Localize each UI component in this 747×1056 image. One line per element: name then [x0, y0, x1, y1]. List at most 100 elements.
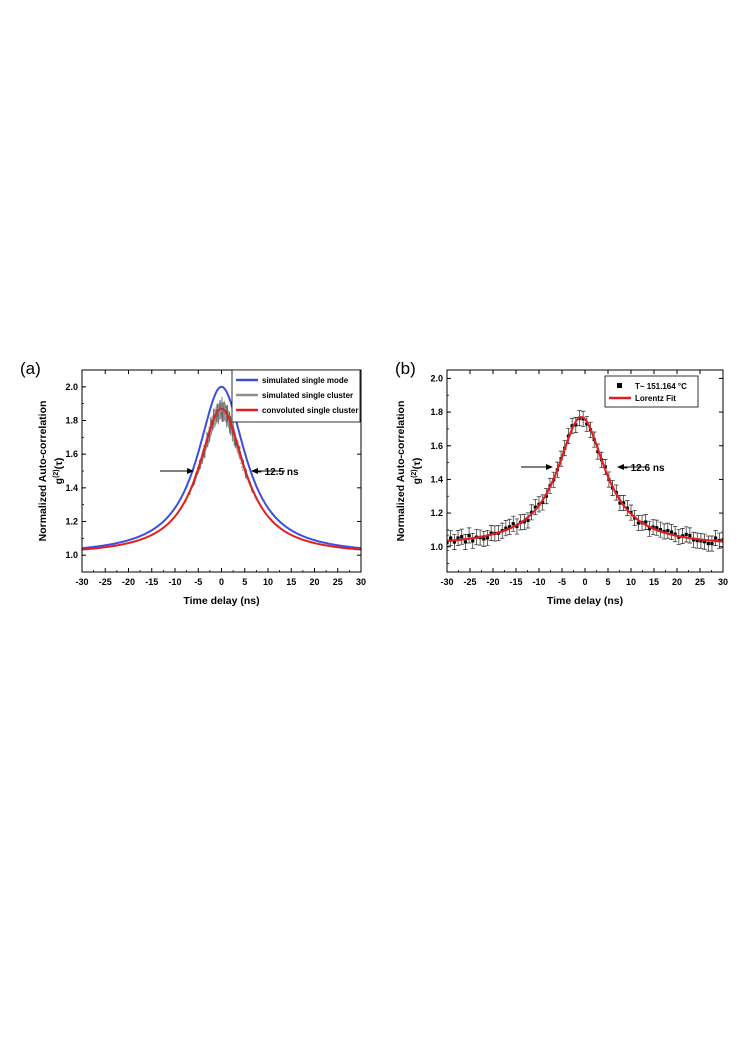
error-bar — [720, 531, 723, 548]
fwhm-arrows — [521, 464, 648, 470]
data-point — [522, 520, 526, 524]
data-point — [710, 541, 714, 546]
x-tick-label: -10 — [532, 577, 545, 587]
panel-label: (a) — [20, 359, 41, 378]
data-point — [647, 527, 651, 531]
x-tick-label: 5 — [242, 577, 247, 587]
arrow-head — [251, 468, 258, 474]
data-point — [585, 422, 589, 426]
y-tick-label: 1.8 — [430, 407, 443, 417]
legend: simulated single mode simulated single cl… — [231, 369, 361, 423]
x-tick-label: 0 — [219, 577, 224, 587]
series-convoluted-single-cluster — [82, 407, 361, 551]
fwhm-arrows — [160, 468, 285, 474]
plot-area — [82, 385, 361, 551]
data-point — [574, 423, 578, 427]
y-tick-label: 2.0 — [65, 382, 78, 392]
data-point — [504, 526, 508, 530]
x-tick-label: -20 — [486, 577, 499, 587]
data-point — [570, 424, 574, 428]
x-tick-label: 20 — [309, 577, 319, 587]
data-point — [703, 540, 707, 544]
y-tick-label: 1.6 — [65, 449, 78, 459]
x-tick-label: -30 — [75, 577, 88, 587]
legend-entry: T~ 151.164 °C — [635, 382, 687, 391]
data-point — [511, 522, 515, 526]
data-point — [673, 532, 677, 536]
y-axis-label-g2: g(2)(τ) — [53, 458, 65, 485]
legend-entry: simulated single cluster — [262, 391, 353, 400]
y-tick-label: 1.2 — [65, 517, 78, 527]
data-point — [489, 531, 493, 535]
y-tick-label: 1.4 — [65, 483, 78, 493]
data-point — [456, 536, 460, 540]
data-point — [449, 536, 453, 540]
x-axis-label: Time delay (ns) — [547, 595, 623, 607]
series-simulated-single-mode — [82, 385, 361, 550]
legend-marker — [617, 383, 622, 388]
data-point — [706, 541, 710, 546]
data-point — [541, 500, 545, 505]
data-point — [463, 540, 467, 544]
data-point — [695, 538, 699, 543]
y-axis-label: Normalized Auto-correlation — [395, 401, 407, 542]
data-point — [636, 521, 640, 525]
series-lorentz-fit — [447, 416, 723, 543]
data-point — [447, 541, 449, 545]
arrow-head — [617, 464, 624, 470]
data-point — [622, 501, 626, 505]
y-tick-label: 1.2 — [430, 508, 443, 518]
legend-box — [604, 375, 699, 408]
y-axis-label: Normalized Auto-correlation — [37, 401, 49, 542]
data-point — [482, 537, 486, 541]
fwhm-annotation: ~ 12.5 ns — [256, 467, 299, 478]
data-point — [485, 536, 490, 540]
fwhm-annotation: ~ 12.6 ns — [622, 463, 665, 474]
x-tick-label: 5 — [605, 577, 610, 587]
data-point — [507, 525, 512, 529]
y-tick-label: 1.4 — [430, 474, 443, 484]
x-tick-label: -30 — [440, 577, 453, 587]
arrow-head — [187, 468, 194, 474]
data-point — [655, 526, 659, 530]
y-tick-label: 1.0 — [430, 542, 443, 552]
x-tick-label: 20 — [672, 577, 682, 587]
x-tick-label: -5 — [558, 577, 566, 587]
data-point — [688, 533, 692, 538]
data-point — [714, 536, 718, 540]
legend-entry: simulated single mode — [262, 376, 349, 385]
data-point — [666, 529, 670, 533]
y-axis-label-g2: g(2)(τ) — [411, 458, 423, 485]
data-point — [533, 505, 537, 509]
plot-area — [447, 410, 723, 552]
panel-label: (b) — [395, 359, 416, 378]
data-point — [684, 532, 688, 536]
panel-b: (b) -30 -25 -20 -15 -10 -5 0 5 10 15 20 25 30 1.0 1.2 1.… — [395, 359, 728, 607]
data-point — [669, 530, 674, 534]
x-tick-label: -15 — [145, 577, 158, 587]
y-tick-label: 2.0 — [430, 373, 443, 383]
data-point — [544, 494, 548, 498]
arrow-head — [546, 464, 553, 470]
data-point — [526, 518, 530, 522]
y-tick-label: 1.0 — [65, 550, 78, 560]
x-tick-label: -5 — [194, 577, 202, 587]
x-tick-label: 30 — [356, 577, 366, 587]
x-tick-label: 10 — [626, 577, 636, 587]
x-tick-label: -25 — [463, 577, 476, 587]
data-point — [662, 529, 666, 534]
x-tick-label: 10 — [263, 577, 273, 587]
y-tick-label: 1.6 — [430, 441, 443, 451]
data-point — [460, 535, 464, 539]
series-lorentz-fit-overlay — [447, 416, 723, 543]
data-point — [721, 538, 723, 542]
legend-entry: Lorentz Fit — [635, 394, 676, 403]
series-measured-points — [447, 410, 723, 552]
data-point — [644, 520, 648, 524]
data-point — [452, 540, 456, 544]
x-tick-label: 0 — [582, 577, 587, 587]
data-point — [618, 501, 622, 505]
x-tick-label: 30 — [718, 577, 728, 587]
x-tick-label: 15 — [649, 577, 659, 587]
